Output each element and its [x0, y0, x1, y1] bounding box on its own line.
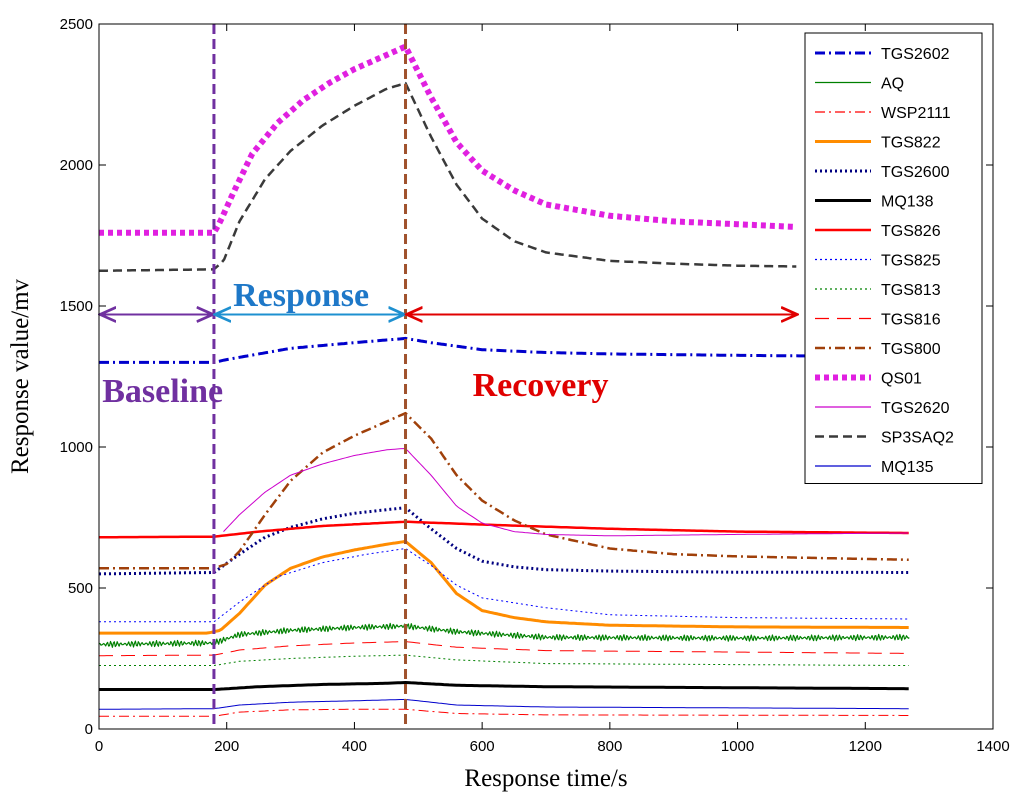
axes-frame [98, 23, 994, 730]
series-line-tgs2620 [223, 448, 909, 537]
x-tick-label: 1400 [976, 738, 1009, 755]
legend-label: TGS2602 [881, 46, 950, 63]
series-line-sp3saq2 [98, 81, 797, 273]
y-tick-label: 2000 [60, 157, 93, 174]
series-line-tgs822 [99, 540, 909, 635]
series-line-tgs825 [99, 548, 909, 623]
legend-label: QS01 [881, 371, 922, 388]
legend-label: TGS825 [881, 253, 941, 270]
series-line-aq [98, 622, 910, 648]
y-tick-label: 0 [85, 721, 93, 738]
series-line-qs01 [98, 43, 797, 236]
legend-label: SP3SAQ2 [881, 430, 954, 447]
plot-area: Baseline Response Recovery [98, 24, 910, 729]
phase-label-response: Response [233, 277, 369, 314]
x-tick-label: 0 [95, 738, 103, 755]
legend: TGS2602 AQ WSP2111 TGS822 TGS2600 MQ138 TGS826… [804, 32, 983, 484]
series-line-wsp2111 [99, 708, 909, 717]
y-tick-label: 2500 [60, 16, 93, 33]
x-tick-label: 600 [470, 738, 495, 755]
legend-label: TGS816 [881, 312, 941, 329]
phase-label-recovery: Recovery [473, 367, 609, 404]
phase-label-baseline: Baseline [102, 373, 223, 410]
series-line-tgs800 [99, 411, 909, 570]
legend-label: MQ135 [881, 459, 934, 476]
y-tick-label: 1500 [60, 298, 93, 315]
legend-label: TGS2600 [881, 164, 950, 181]
series-line-mq135 [98, 698, 909, 710]
legend-label: TGS813 [881, 282, 941, 299]
legend-label: TGS800 [881, 341, 941, 358]
y-tick-label: 500 [68, 580, 93, 597]
legend-label: TGS826 [881, 223, 941, 240]
series-line-tgs826 [99, 520, 909, 539]
series-line-tgs2600 [99, 506, 909, 576]
x-tick-label: 800 [597, 738, 622, 755]
legend-label: MQ138 [881, 194, 934, 211]
x-tick-label: 1000 [721, 738, 754, 755]
x-tick-label: 200 [214, 738, 239, 755]
legend-label: WSP2111 [881, 105, 951, 122]
x-tick-label: 1200 [849, 738, 882, 755]
series-line-tgs816 [99, 641, 909, 657]
legend-label: TGS822 [881, 135, 941, 152]
series-line-mq138 [99, 681, 909, 691]
series-line-tgs813 [99, 654, 909, 666]
legend-label: AQ [881, 76, 904, 93]
x-tick-label: 400 [342, 738, 367, 755]
y-tick-label: 1000 [60, 439, 93, 456]
legend-label: TGS2620 [881, 400, 950, 417]
axes: 0 200 400 600 800 1000 1200 1400 0 500 1000 1500 200… [60, 16, 1010, 755]
series-line-tgs2602 [99, 336, 909, 364]
legend-box [804, 32, 983, 484]
y-axis-title: Response value/mv [7, 278, 34, 474]
x-axis-title: Response time/s [464, 765, 627, 792]
